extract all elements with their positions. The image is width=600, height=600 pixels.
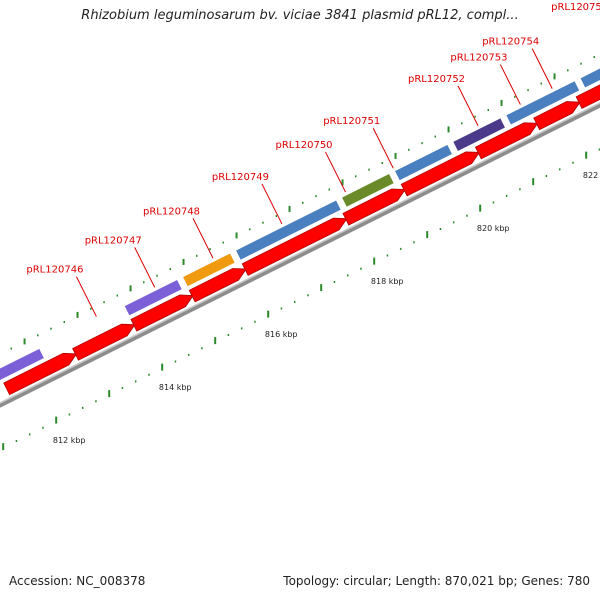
feature-layer (0, 67, 600, 381)
scale-tick-layer: 812 kbp 814 kbp 816 kbp 818 kbp 820 kbp 822 k… (2, 56, 600, 451)
cds-arrow (130, 294, 194, 332)
cds-arrow (533, 101, 581, 131)
backbone-line (0, 102, 600, 408)
feature-bar (579, 67, 600, 89)
label-leader (261, 183, 283, 225)
label-leader-layer (75, 48, 553, 317)
scale-label: 812 kbp (53, 436, 86, 445)
label-leader (75, 276, 97, 317)
feature-bar (341, 172, 395, 208)
label-leader (531, 48, 553, 89)
topology-summary: Topology: circular; Length: 870,021 bp; … (283, 574, 590, 588)
accession-text: Accession: NC_008378 (9, 574, 146, 588)
gene-label: pRL120750 (276, 140, 333, 151)
gene-label: pRL120752 (408, 74, 465, 85)
label-leader (499, 64, 521, 105)
feature-bar (452, 117, 506, 153)
label-leader (192, 218, 214, 259)
feature-bar (505, 80, 581, 126)
cds-arrow (575, 84, 600, 109)
cds-layer (3, 84, 600, 396)
scale-label: 818 kbp (371, 277, 404, 286)
gene-label: pRL120755 (551, 2, 600, 13)
gene-label: pRL120747 (85, 235, 142, 246)
map-title: Rhizobium leguminosarum bv. viciae 3841 … (81, 8, 519, 23)
feature-bar (394, 143, 453, 182)
scale-label: 820 kbp (477, 224, 510, 233)
cds-arrow (72, 323, 136, 361)
cds-arrow (400, 151, 481, 197)
label-leader (457, 85, 479, 126)
gene-label: pRL120749 (212, 172, 269, 183)
label-leader (134, 247, 156, 288)
cds-arrow (342, 188, 406, 226)
gene-label: pRL120748 (143, 206, 200, 217)
cds-arrow (3, 352, 78, 396)
gene-label: pRL120746 (26, 265, 83, 276)
scale-label: 822 kbp (583, 171, 600, 180)
backbone-highlight (0, 102, 600, 404)
gene-label: pRL120751 (323, 116, 380, 127)
scale-label: 814 kbp (159, 383, 192, 392)
label-leader (325, 151, 346, 193)
cds-arrow (474, 122, 539, 160)
cds-arrow (188, 268, 247, 303)
label-leader (372, 127, 394, 169)
feature-bar (0, 347, 45, 381)
scale-label: 816 kbp (265, 330, 298, 339)
gene-label: pRL120753 (450, 53, 507, 64)
cds-arrow (241, 217, 348, 276)
feature-bar (235, 199, 342, 261)
backbone-layer (0, 102, 600, 408)
feature-bar (123, 278, 183, 317)
gene-label: pRL120754 (482, 37, 539, 48)
feature-bar (182, 252, 236, 288)
gene-label-layer: pRL120746 pRL120747 pRL120748 pRL120749 pRL1… (26, 2, 600, 276)
